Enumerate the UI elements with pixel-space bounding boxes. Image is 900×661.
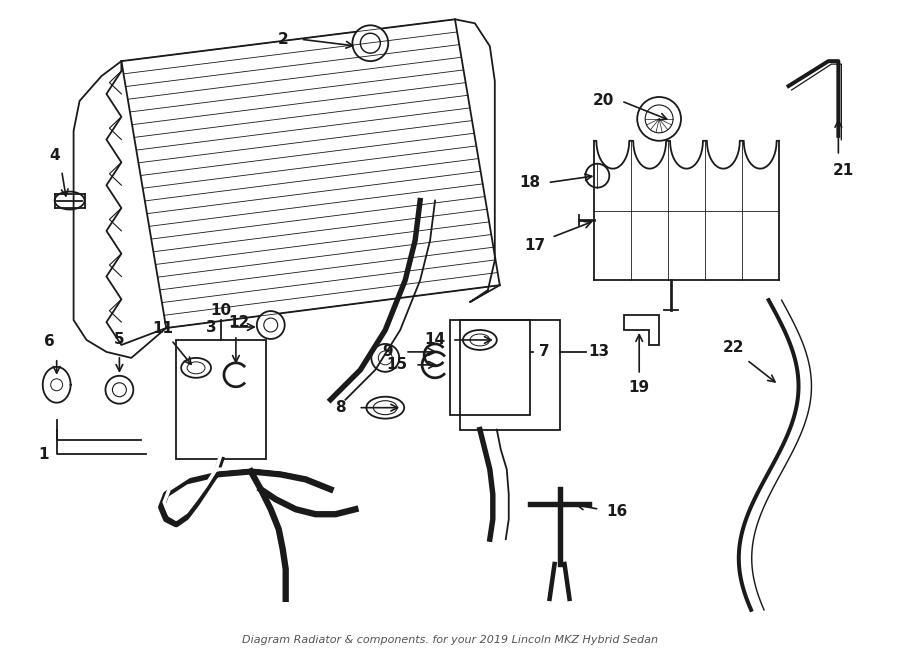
Text: 2: 2 (277, 32, 288, 47)
Circle shape (353, 25, 388, 61)
Text: 8: 8 (335, 400, 346, 415)
Circle shape (105, 376, 133, 404)
Bar (460, 320, 560, 430)
Text: 16: 16 (607, 504, 628, 519)
Ellipse shape (55, 192, 85, 210)
Ellipse shape (181, 358, 211, 378)
Text: 11: 11 (153, 321, 174, 336)
Text: 4: 4 (50, 148, 60, 163)
Ellipse shape (463, 330, 497, 350)
Text: 3: 3 (206, 319, 216, 334)
Circle shape (256, 311, 284, 339)
Text: 18: 18 (519, 175, 540, 190)
Text: 19: 19 (628, 380, 650, 395)
Text: 1: 1 (39, 447, 49, 462)
Text: 13: 13 (589, 344, 610, 360)
Polygon shape (42, 367, 70, 403)
Ellipse shape (366, 397, 404, 418)
Text: 7: 7 (539, 344, 550, 360)
Text: 10: 10 (211, 303, 231, 317)
Text: 15: 15 (387, 358, 408, 372)
Bar (176, 340, 266, 459)
Text: 6: 6 (44, 334, 55, 350)
Bar (450, 320, 530, 414)
Circle shape (372, 344, 400, 372)
Text: 5: 5 (114, 332, 125, 348)
Text: 22: 22 (723, 340, 744, 356)
Text: 17: 17 (524, 238, 545, 253)
Text: 20: 20 (593, 93, 614, 108)
Circle shape (585, 164, 609, 188)
Text: 9: 9 (382, 344, 392, 360)
Text: Diagram Radiator & components. for your 2019 Lincoln MKZ Hybrid Sedan: Diagram Radiator & components. for your … (242, 635, 658, 644)
Text: 12: 12 (229, 315, 249, 330)
Text: 14: 14 (425, 332, 446, 348)
Circle shape (637, 97, 681, 141)
Text: 21: 21 (832, 163, 854, 178)
